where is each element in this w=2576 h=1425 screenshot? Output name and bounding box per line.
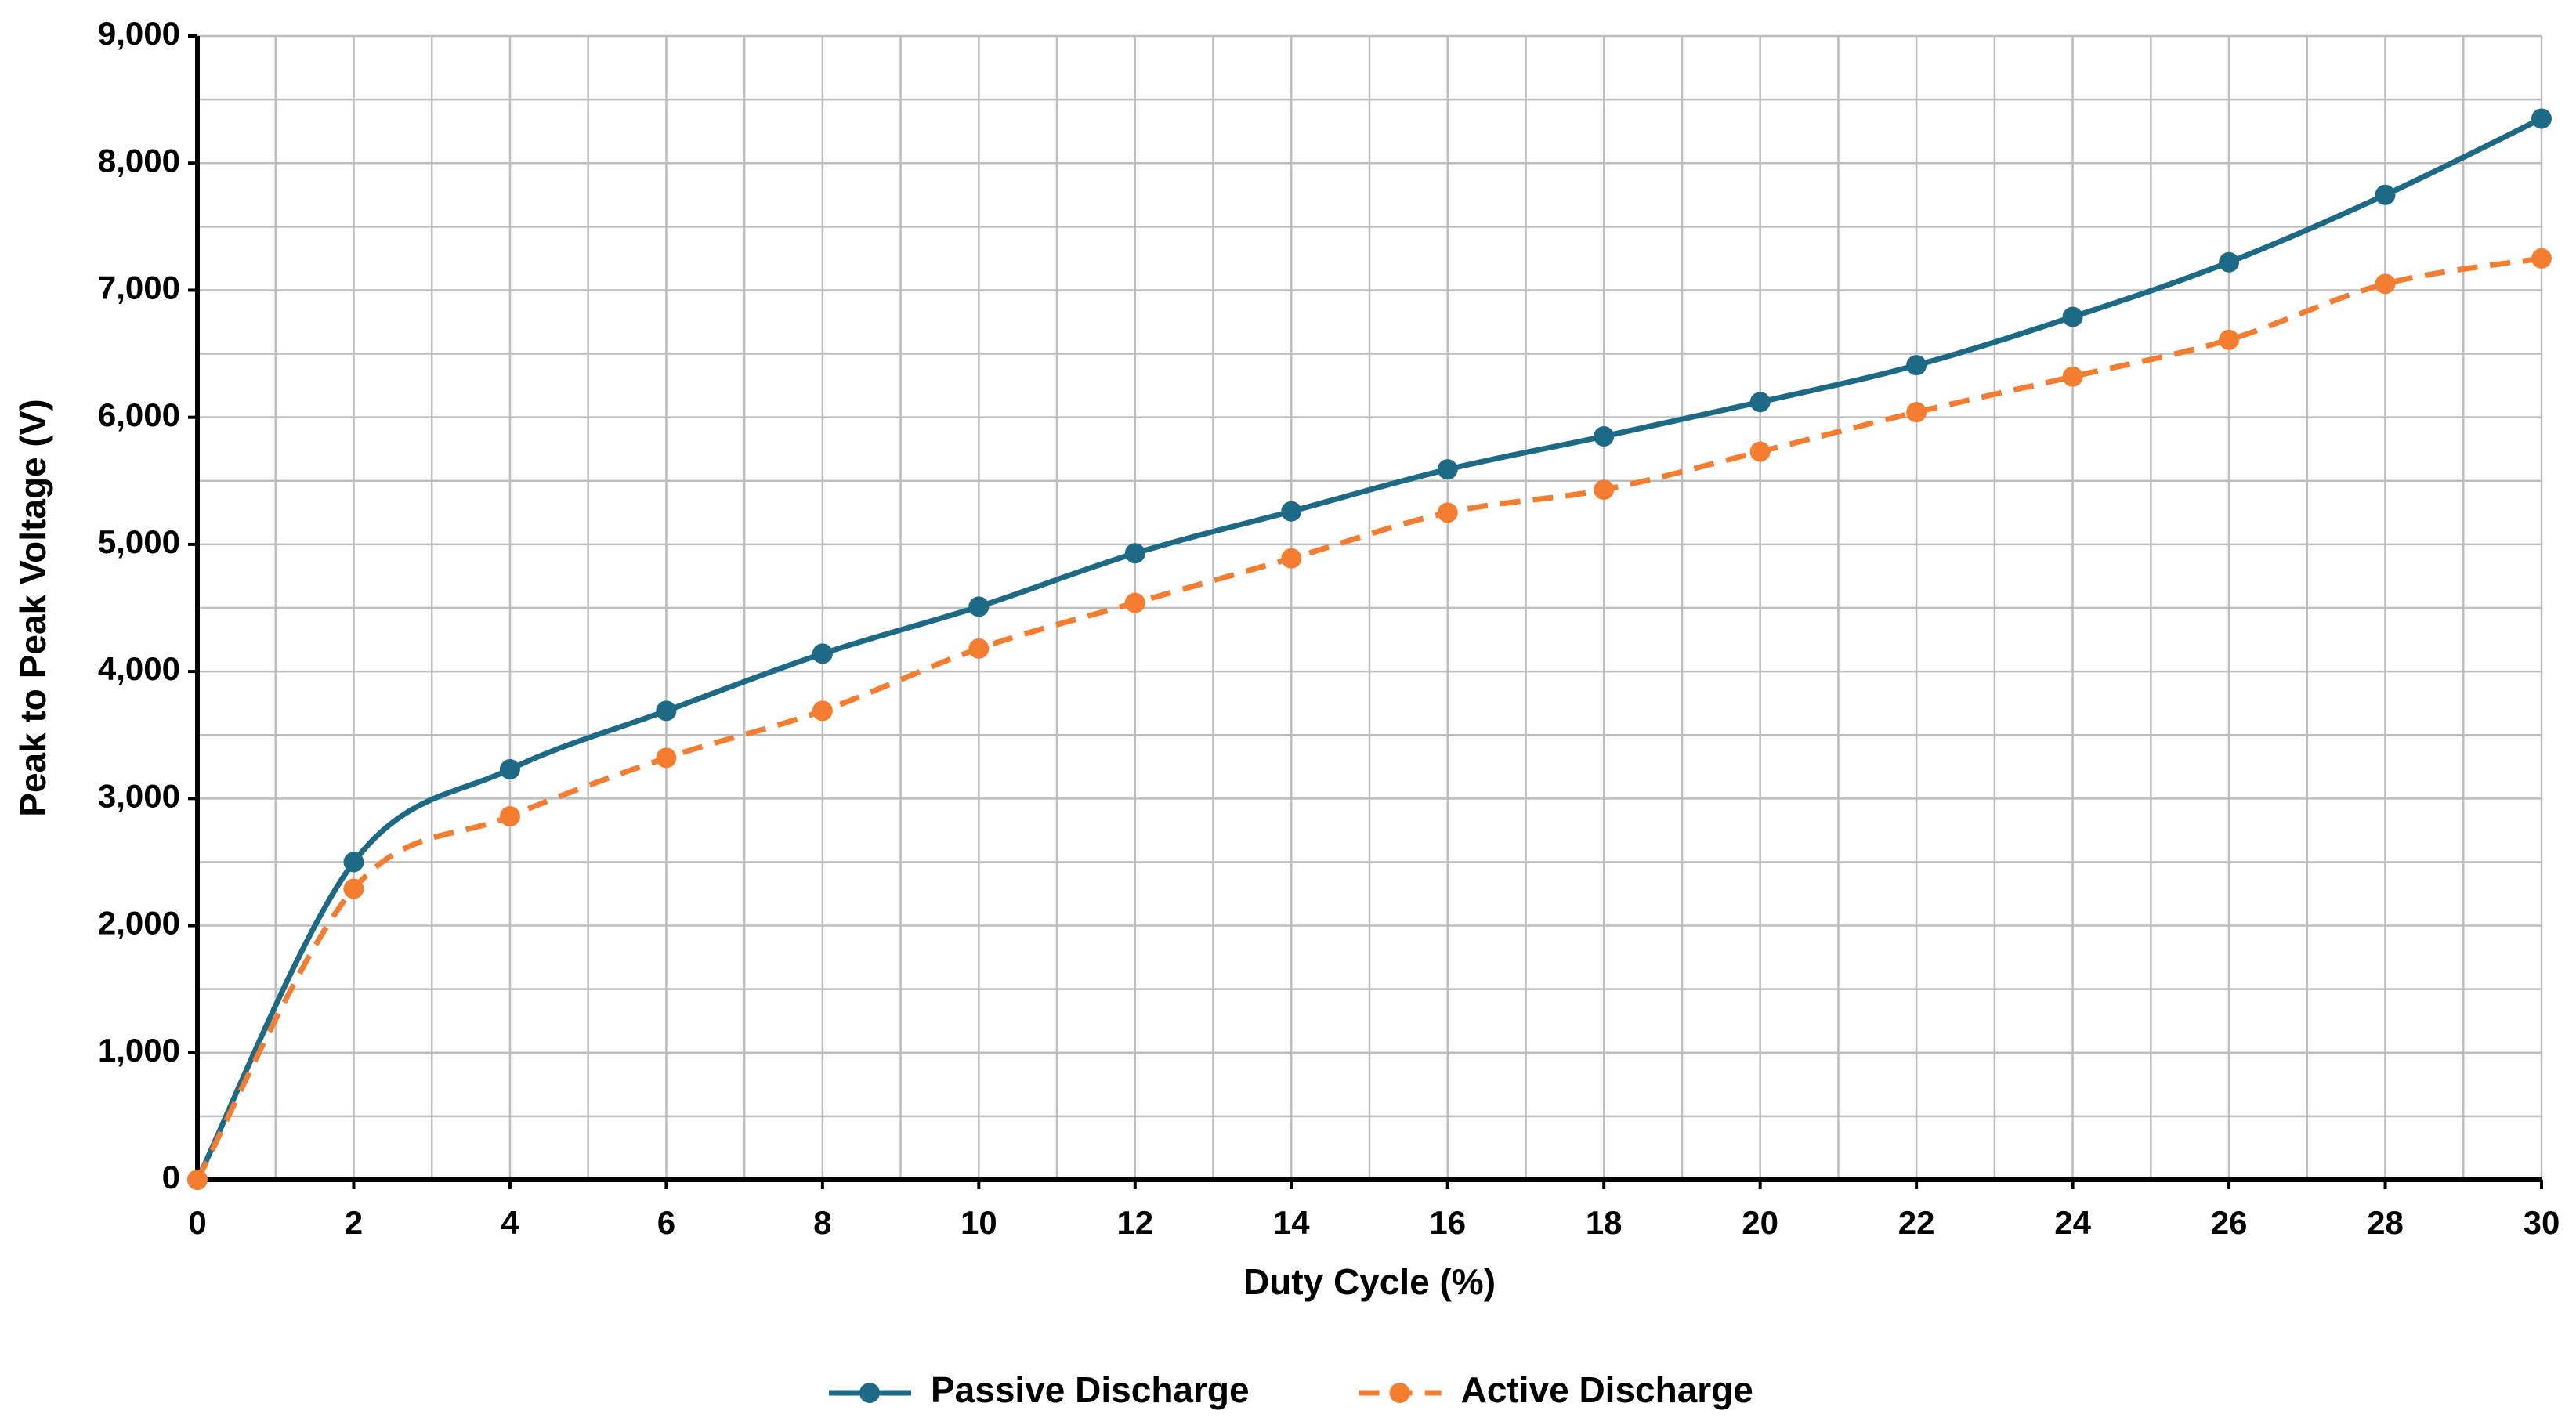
data-point <box>2062 366 2083 387</box>
legend-item: Active Discharge <box>1359 1369 1753 1410</box>
data-point <box>2531 248 2552 269</box>
data-point <box>1594 479 1615 501</box>
data-point <box>499 806 520 827</box>
data-point <box>1124 543 1145 564</box>
x-tick-label: 24 <box>2054 1204 2091 1241</box>
x-tick-label: 16 <box>1429 1204 1466 1241</box>
legend-marker <box>1389 1383 1410 1403</box>
y-tick-label: 2,000 <box>98 905 180 942</box>
data-point <box>1906 402 1927 423</box>
data-point <box>2375 184 2396 205</box>
x-tick-label: 8 <box>813 1204 831 1241</box>
y-tick-label: 9,000 <box>98 15 180 52</box>
x-tick-label: 26 <box>2211 1204 2248 1241</box>
data-point <box>1749 441 1771 462</box>
x-tick-label: 22 <box>1898 1204 1935 1241</box>
y-tick-label: 4,000 <box>98 650 180 687</box>
y-tick-label: 7,000 <box>98 269 180 306</box>
x-tick-label: 10 <box>961 1204 997 1241</box>
legend: Passive Discharge Active Discharge <box>829 1369 1753 1410</box>
data-point <box>1906 355 1927 376</box>
data-point <box>656 747 677 769</box>
y-tick-label: 1,000 <box>98 1032 180 1069</box>
data-point <box>1281 548 1302 569</box>
data-point <box>2219 329 2240 350</box>
data-point <box>968 596 990 617</box>
data-point <box>2219 251 2240 273</box>
data-point <box>812 700 833 722</box>
y-tick-label: 0 <box>162 1159 180 1195</box>
x-tick-label: 28 <box>2367 1204 2404 1241</box>
data-point <box>1437 502 1458 523</box>
x-tick-label: 0 <box>188 1204 206 1241</box>
legend-label: Passive Discharge <box>931 1369 1250 1410</box>
x-tick-label: 14 <box>1273 1204 1310 1241</box>
legend-item: Passive Discharge <box>829 1369 1250 1410</box>
data-point <box>1281 501 1302 522</box>
data-point <box>343 878 364 899</box>
data-point <box>1124 592 1145 613</box>
y-tick-label: 3,000 <box>98 777 180 814</box>
data-point <box>1594 426 1615 447</box>
data-point <box>343 852 364 873</box>
data-point <box>187 1170 208 1190</box>
x-axis-title: Duty Cycle (%) <box>1243 1261 1496 1302</box>
x-tick-label: 18 <box>1586 1204 1623 1241</box>
y-tick-label: 5,000 <box>98 523 180 560</box>
data-point <box>2531 108 2552 129</box>
data-point <box>2062 306 2083 327</box>
x-tick-label: 4 <box>501 1204 519 1241</box>
y-tick-label: 6,000 <box>98 396 180 433</box>
x-tick-label: 2 <box>345 1204 363 1241</box>
x-tick-label: 6 <box>657 1204 675 1241</box>
x-tick-label: 12 <box>1116 1204 1153 1241</box>
legend-marker <box>859 1383 880 1403</box>
legend-label: Active Discharge <box>1461 1369 1753 1410</box>
x-tick-label: 20 <box>1742 1204 1778 1241</box>
y-axis-title: Peak to Peak Voltage (V) <box>13 399 53 816</box>
data-point <box>499 759 520 780</box>
data-point <box>2375 273 2396 295</box>
y-tick-label: 8,000 <box>98 142 180 179</box>
data-point <box>656 700 677 722</box>
data-point <box>1437 459 1458 480</box>
data-point <box>968 638 990 659</box>
x-tick-label: 30 <box>2524 1204 2560 1241</box>
data-point <box>812 643 833 664</box>
data-point <box>1749 392 1771 413</box>
